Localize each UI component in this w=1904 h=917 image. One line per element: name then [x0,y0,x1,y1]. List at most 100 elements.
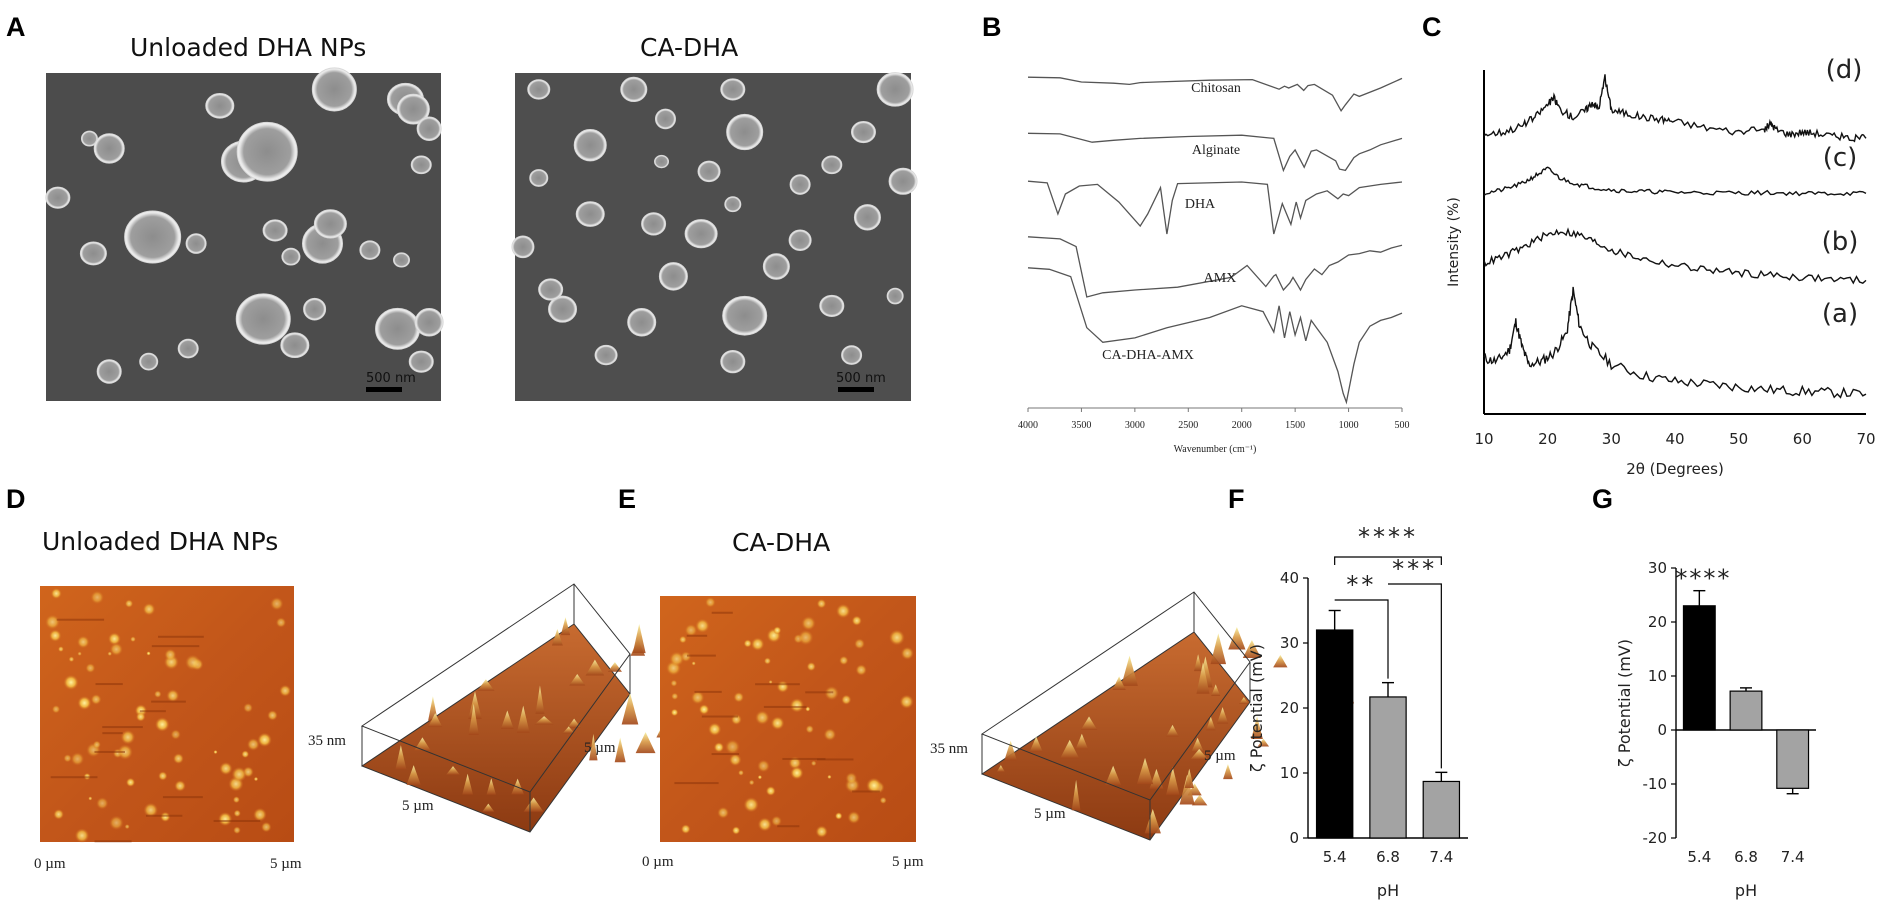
xrd-series-line [1483,74,1867,143]
afm-grain [233,826,241,834]
ftir-x-tick-label: 4000 [1018,420,1038,431]
ftir-series-line [1027,132,1403,173]
sem-particle [658,262,688,291]
afm-grain [253,776,259,782]
sem-particle [841,345,863,365]
sem-particle [313,209,347,239]
afm-3d-peak [1228,626,1246,650]
xrd-series-line [1483,166,1867,197]
ftir-x-tick-label: 2000 [1232,420,1252,431]
afm-scan-line [701,715,738,718]
sem-particle [888,167,918,195]
afm-grain [680,824,691,834]
afm-3d-peak [1166,724,1179,737]
afm-grain [899,694,914,709]
afm-grain [109,642,123,656]
afm-3d-peak [562,726,575,734]
afm-3d-peak [446,766,460,775]
afm-d-2d-image [40,586,294,843]
bar-y-tick-label: 10 [1648,667,1667,685]
bar-y-tick-label: 30 [1280,634,1299,652]
bar [1315,629,1354,839]
bar-x-tick-label: 6.8 [1734,848,1758,866]
bar [1682,605,1716,731]
xrd-x-tick-label: 20 [1538,430,1557,448]
afm-3d-peak [1191,737,1204,753]
afm-grain [757,817,772,832]
afm-scan-line [694,690,722,693]
significance-bracket [1334,599,1389,679]
afm-grain [77,695,92,710]
afm-3d-peak [1075,733,1089,750]
afm-scan-line [145,814,183,817]
sem-particle [414,308,444,337]
afm-3d-peak [996,765,1005,772]
bar-y-tick-label: 40 [1280,569,1299,587]
afm-grain [260,821,272,833]
sem-particle [594,344,618,366]
bar-x-tick-label: 6.8 [1376,848,1400,866]
afm-scan-line [805,691,834,694]
sem-left-scale-label: 500 nm [366,371,416,386]
afm-grain [713,742,725,753]
afm-grain [845,772,858,785]
afm-grain [92,740,101,749]
afm-d-height-label: 35 nm [308,733,346,749]
afm-grain [755,710,770,725]
bar-y-tick-label: 30 [1648,559,1667,577]
sem-particle [722,295,768,336]
afm-3d-peak [523,797,544,812]
significance-bracket [1334,556,1442,565]
afm-grain [219,761,233,776]
afm-3d-peak [560,617,571,636]
sem-particle [620,76,648,102]
afm-3d-peak [569,673,586,686]
afm-grain [124,824,130,830]
afm-grain [698,704,710,715]
afm-d-x-start: 0 µm [34,856,66,872]
afm-scan-line [151,700,186,703]
afm-grain [851,615,862,626]
afm-grain [88,796,93,801]
xrd-series-label: (b) [1822,227,1859,257]
afm-grain [170,729,181,740]
xrd-series-line [1483,227,1867,285]
ftir-series-line [1027,76,1403,113]
afm-grain [154,690,162,698]
afm-3d-peak [516,705,530,733]
afm-grain [117,744,133,760]
afm-e-title: CA-DHA [732,528,830,557]
afm-grain [76,635,90,649]
afm-grain [684,623,698,637]
sem-particle [724,196,742,213]
afm-grain [275,617,287,628]
afm-grain [790,766,804,780]
afm-e-side-bottom: 5 µm [1034,806,1066,822]
sem-particle [511,235,535,259]
afm-3d-peak [468,691,482,720]
afm-3d-peak [468,703,479,735]
afm-grain [164,648,177,661]
afm-e-height-label: 35 nm [930,741,968,757]
afm-d-side-bottom: 5 µm [402,798,434,814]
sem-particle [281,247,301,266]
sem-particle [788,229,812,252]
afm-grain [839,655,849,666]
afm-3d-peak [535,685,545,714]
afm-3d-peak [1166,767,1180,795]
afm-grain [96,797,109,810]
afm-grain [743,797,759,813]
afm-3d-peak [406,765,421,785]
ftir-x-tick-label: 3000 [1125,420,1145,431]
bar-y-tick-label: -20 [1643,829,1668,847]
afm-grain [866,777,882,794]
afm-scan-line [94,840,132,843]
afm-grain [835,603,851,619]
afm-grain [763,657,772,665]
panel-label-a: A [6,12,26,42]
afm-3d-peak [589,733,598,761]
sem-particle [205,92,235,119]
afm-grain [44,614,60,630]
sem-particle [527,79,551,100]
